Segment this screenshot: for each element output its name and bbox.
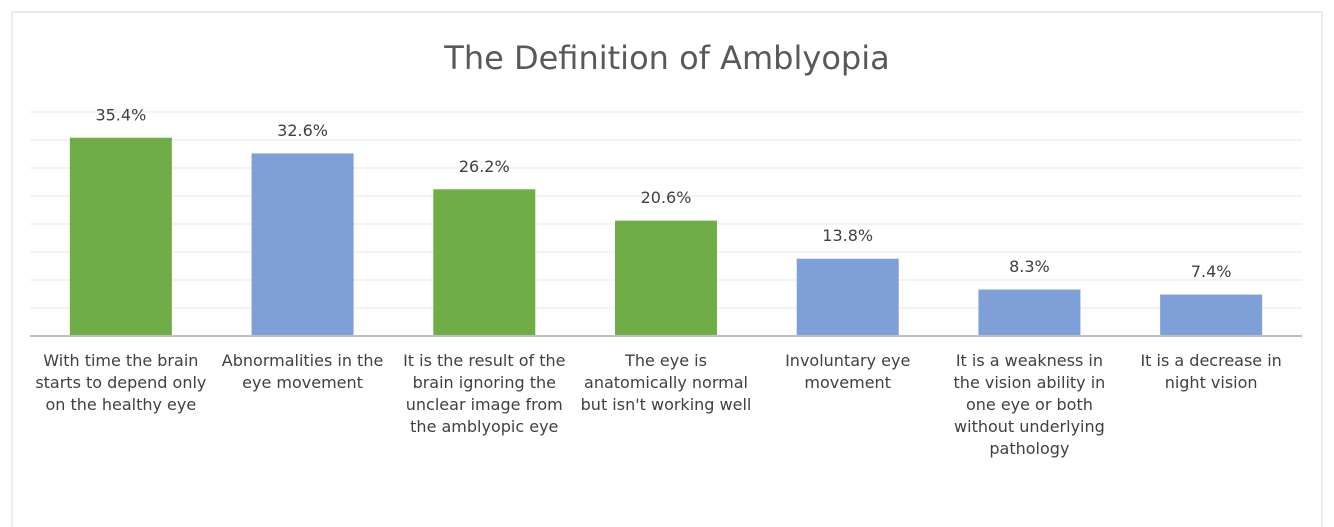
value-label: 35.4% <box>95 105 146 124</box>
chart-title: The Definition of Amblyopia <box>443 39 889 77</box>
bar <box>433 189 536 336</box>
value-label: 8.3% <box>1009 257 1050 276</box>
value-label: 26.2% <box>459 157 510 176</box>
bar <box>796 258 899 336</box>
bar <box>978 289 1081 336</box>
value-label: 7.4% <box>1191 262 1232 281</box>
x-tick-label: It is a weakness in the vision ability i… <box>953 351 1106 458</box>
bar <box>69 137 172 336</box>
value-label: 13.8% <box>822 226 873 245</box>
x-tick-label: It is the result of the brain ignoring t… <box>403 351 566 436</box>
value-label: 20.6% <box>641 188 692 207</box>
bar <box>615 220 717 336</box>
value-label: 32.6% <box>277 121 328 140</box>
bar <box>1160 294 1263 336</box>
x-tick-label: The eye is anatomically normal but isn't… <box>580 351 752 414</box>
x-tick-label: Abnormalities in the eye movement <box>221 351 384 392</box>
x-tick-label: It is a decrease in night vision <box>1140 351 1282 392</box>
x-tick-label: With time the brain starts to depend onl… <box>35 351 207 414</box>
bar <box>251 153 354 336</box>
x-tick-label: Involuntary eye movement <box>785 351 911 392</box>
